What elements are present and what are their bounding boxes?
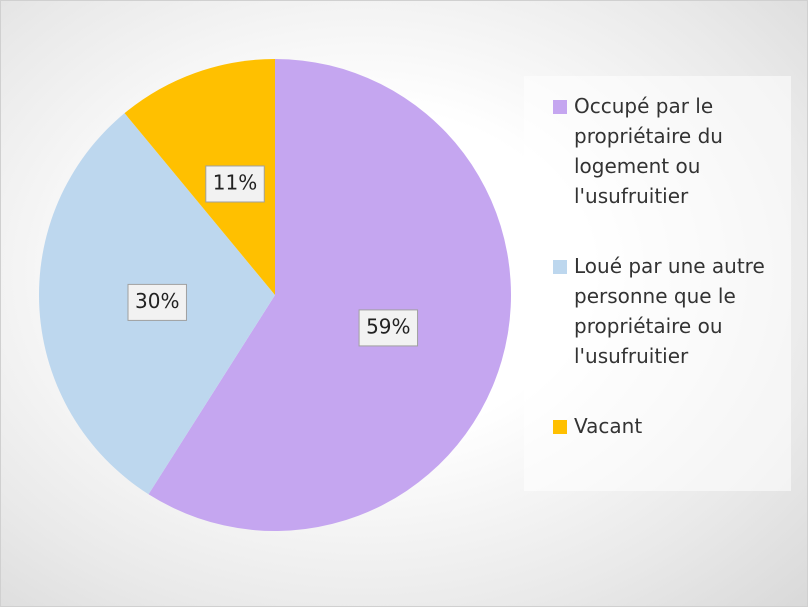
legend-label: Occupé par le propriétaire du logement o…	[574, 94, 723, 208]
legend-label: Loué par une autre personne que le propr…	[574, 254, 765, 368]
legend-entry: Occupé par le propriétaire du logement o…	[553, 91, 773, 211]
pie-slice	[148, 59, 512, 532]
legend: Occupé par le propriétaire du logement o…	[524, 76, 791, 491]
data-label-box	[205, 165, 265, 203]
legend-label: Vacant	[574, 414, 643, 438]
legend-entry: Vacant	[553, 411, 773, 441]
legend-swatch	[553, 260, 567, 274]
data-label-box	[127, 283, 187, 321]
data-label: 30%	[135, 289, 179, 313]
legend-entry: Loué par une autre personne que le propr…	[553, 251, 773, 371]
legend-swatch	[553, 100, 567, 114]
data-label-box	[358, 309, 419, 347]
data-label: 11%	[213, 170, 257, 194]
legend-swatch	[553, 420, 567, 434]
pie-slice	[124, 59, 276, 295]
data-label: 59%	[366, 314, 410, 338]
